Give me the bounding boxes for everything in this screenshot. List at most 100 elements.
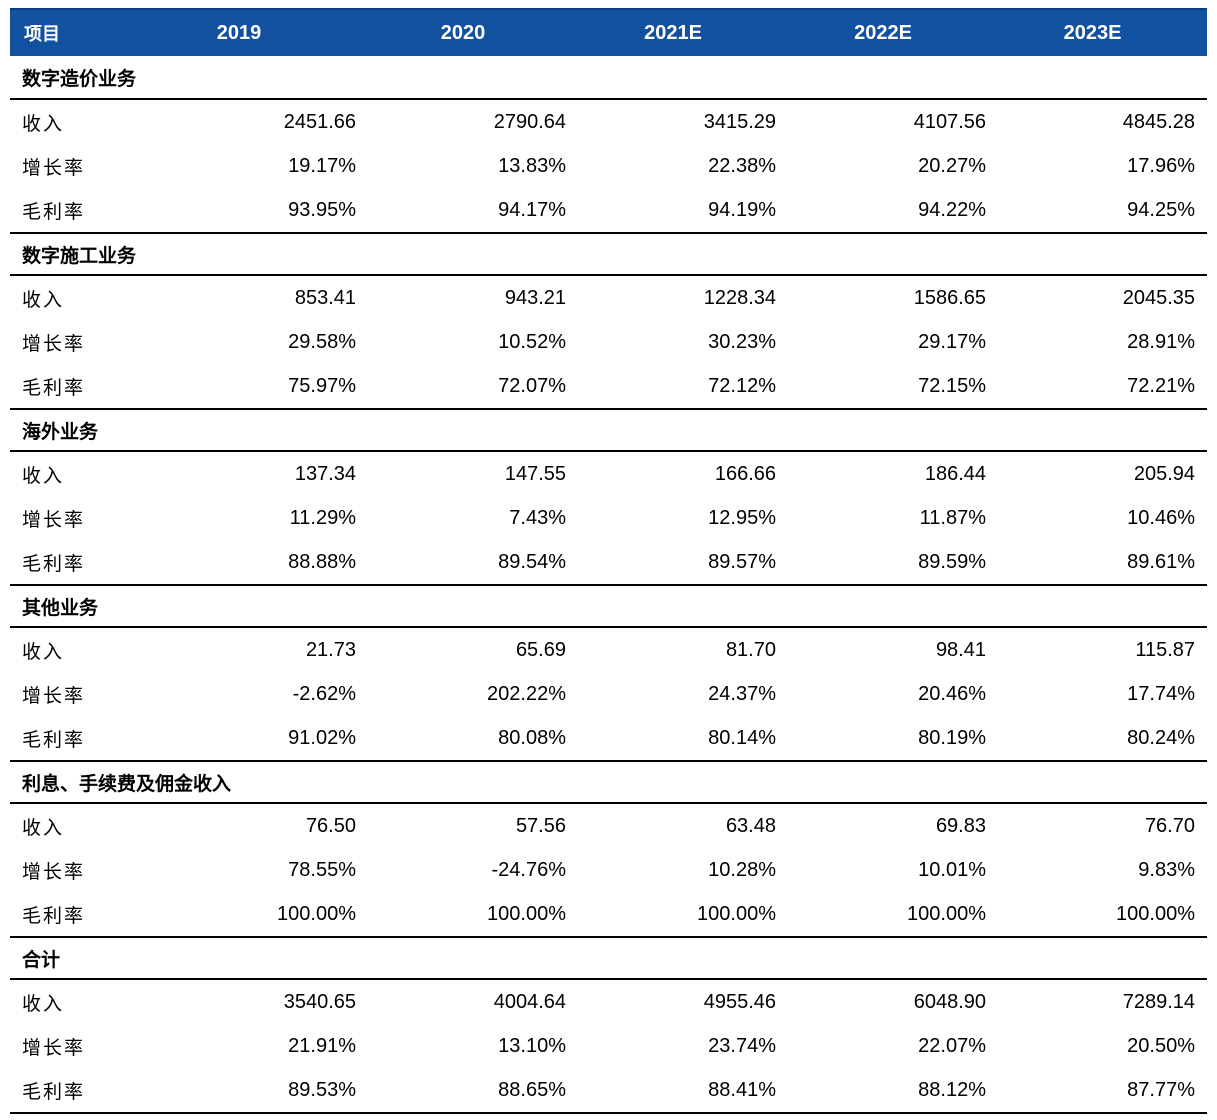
table-row: 收入 3540.65 4004.64 4955.46 6048.90 7289.14 xyxy=(10,980,1207,1024)
table-cell: 80.08% xyxy=(498,726,566,749)
table-cell: 12.95% xyxy=(708,506,776,529)
table-cell: 69.83 xyxy=(935,814,986,837)
table-header: 项目 2019 2020 2021E 2022E 2023E xyxy=(10,8,1207,56)
table-row: 增长率 -2.62% 202.22% 24.37% 20.46% 17.74% xyxy=(10,672,1207,716)
table-cell: 81.70 xyxy=(725,638,776,661)
table-cell: 94.22% xyxy=(918,198,986,221)
row-label: 收入 xyxy=(22,992,65,1015)
header-year: 2022E xyxy=(854,21,912,44)
table-cell: 2045.35 xyxy=(1122,286,1195,309)
table-cell: 89.54% xyxy=(498,550,566,573)
table-cell: 88.12% xyxy=(918,1078,986,1101)
table-cell: 24.37% xyxy=(708,682,776,705)
row-label: 收入 xyxy=(22,288,65,311)
table-cell: 115.87 xyxy=(1135,638,1195,661)
row-label: 增长率 xyxy=(22,332,86,355)
row-label: 毛利率 xyxy=(22,552,86,575)
table-cell: 11.87% xyxy=(919,506,986,529)
table-cell: 100.00% xyxy=(907,902,986,925)
table-cell: 19.17% xyxy=(288,154,356,177)
table-cell: 75.97% xyxy=(288,374,356,397)
table-cell: 13.83% xyxy=(498,154,566,177)
header-item: 项目 xyxy=(24,24,60,45)
table-cell: 100.00% xyxy=(277,902,356,925)
table-row: 收入 21.73 65.69 81.70 98.41 115.87 xyxy=(10,628,1207,672)
table-cell: 80.19% xyxy=(918,726,986,749)
table-cell: 28.91% xyxy=(1127,330,1195,353)
table-cell: 88.41% xyxy=(708,1078,776,1101)
table-cell: 98.41 xyxy=(935,638,986,661)
table-cell: 10.46% xyxy=(1127,506,1195,529)
table-body: 数字造价业务 收入 2451.66 2790.64 3415.29 4107.56 4845… xyxy=(10,56,1207,1112)
table-cell: 4955.46 xyxy=(703,990,776,1013)
table-cell: 72.07% xyxy=(498,374,566,397)
table-cell: 10.01% xyxy=(918,858,986,881)
table-cell: 76.70 xyxy=(1144,814,1195,837)
table-cell: 89.59% xyxy=(918,550,986,573)
table-cell: 100.00% xyxy=(697,902,776,925)
row-label: 收入 xyxy=(22,816,65,839)
table-cell: 17.96% xyxy=(1127,154,1195,177)
table-cell: 72.15% xyxy=(918,374,986,397)
table-row: 收入 2451.66 2790.64 3415.29 4107.56 4845.28 xyxy=(10,100,1207,144)
row-label: 增长率 xyxy=(22,684,86,707)
row-label: 增长率 xyxy=(22,860,86,883)
table-cell: 93.95% xyxy=(288,198,356,221)
table-cell: 20.46% xyxy=(918,682,986,705)
row-label: 收入 xyxy=(22,640,65,663)
section-title: 其他业务 xyxy=(10,584,1207,628)
table-row: 毛利率 88.88% 89.54% 89.57% 89.59% 89.61% xyxy=(10,540,1207,584)
table-cell: 23.74% xyxy=(708,1034,776,1057)
table-cell: 943.21 xyxy=(504,286,566,309)
table-row: 增长率 21.91% 13.10% 23.74% 22.07% 20.50% xyxy=(10,1024,1207,1068)
table-cell: 2790.64 xyxy=(493,110,566,133)
table-cell: 21.73 xyxy=(305,638,356,661)
table-cell: 88.65% xyxy=(498,1078,566,1101)
forecast-table: 项目 2019 2020 2021E 2022E 2023E 数字造价业务 收入 2… xyxy=(10,8,1207,1114)
table-cell: 94.19% xyxy=(708,198,776,221)
table-cell: 72.21% xyxy=(1127,374,1195,397)
table-cell: 76.50 xyxy=(305,814,356,837)
table-cell: 10.28% xyxy=(708,858,776,881)
table-cell: 186.44 xyxy=(924,462,986,485)
row-label: 收入 xyxy=(22,112,65,135)
table-row: 增长率 29.58% 10.52% 30.23% 29.17% 28.91% xyxy=(10,320,1207,364)
table-cell: 29.17% xyxy=(918,330,986,353)
table-cell: 21.91% xyxy=(288,1034,356,1057)
row-label: 毛利率 xyxy=(22,728,86,751)
table-cell: 29.58% xyxy=(288,330,356,353)
table-cell: 4107.56 xyxy=(913,110,986,133)
table-row: 毛利率 91.02% 80.08% 80.14% 80.19% 80.24% xyxy=(10,716,1207,760)
table-cell: 89.57% xyxy=(708,550,776,573)
table-cell: 94.17% xyxy=(498,198,566,221)
header-year: 2020 xyxy=(440,21,486,44)
table-cell: 30.23% xyxy=(708,330,776,353)
table-cell: 100.00% xyxy=(1116,902,1195,925)
table-cell: 205.94 xyxy=(1133,462,1195,485)
table-cell: 65.69 xyxy=(515,638,566,661)
table-cell: 89.61% xyxy=(1127,550,1195,573)
table-cell: 80.14% xyxy=(708,726,776,749)
table-cell: 20.27% xyxy=(918,154,986,177)
table-cell: 13.10% xyxy=(498,1034,566,1057)
table-cell: 7.43% xyxy=(509,506,566,529)
table-cell: 22.38% xyxy=(708,154,776,177)
table-cell: 100.00% xyxy=(487,902,566,925)
table-cell: 3540.65 xyxy=(283,990,356,1013)
table-cell: 87.77% xyxy=(1127,1078,1195,1101)
row-label: 增长率 xyxy=(22,1036,86,1059)
table-cell: -2.62% xyxy=(292,682,356,705)
table-cell: 9.83% xyxy=(1138,858,1195,881)
table-cell: 78.55% xyxy=(288,858,356,881)
table-row: 收入 853.41 943.21 1228.34 1586.65 2045.35 xyxy=(10,276,1207,320)
row-label: 毛利率 xyxy=(22,376,86,399)
table-cell: 11.29% xyxy=(289,506,356,529)
table-cell: 853.41 xyxy=(294,286,356,309)
table-row: 收入 137.34 147.55 166.66 186.44 205.94 xyxy=(10,452,1207,496)
row-label: 增长率 xyxy=(22,156,86,179)
table-cell: 17.74% xyxy=(1127,682,1195,705)
table-cell: 91.02% xyxy=(288,726,356,749)
table-row: 毛利率 93.95% 94.17% 94.19% 94.22% 94.25% xyxy=(10,188,1207,232)
table-cell: 3415.29 xyxy=(703,110,776,133)
table-cell: -24.76% xyxy=(491,858,567,881)
